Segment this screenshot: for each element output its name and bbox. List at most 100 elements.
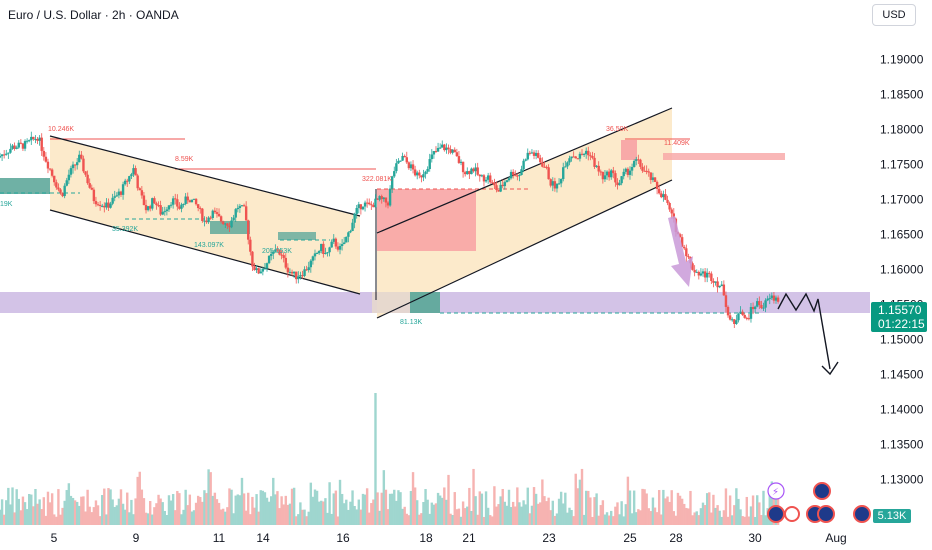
candle-body [194, 198, 198, 205]
volume-bar [196, 495, 200, 525]
volume-bar [595, 493, 598, 525]
candle-body [407, 162, 411, 169]
candle-body [265, 263, 269, 269]
date-tick-label: 14 [256, 531, 270, 545]
candle-body [486, 175, 490, 180]
price-tick-label: 1.19000 [880, 53, 924, 67]
volume-bar [526, 487, 529, 525]
volume-bar [201, 501, 204, 525]
volume-bar [28, 494, 31, 525]
candle-body [138, 188, 141, 191]
candle-body [697, 271, 701, 276]
volume-bar [491, 516, 494, 525]
candle-body [455, 152, 459, 157]
volume-bar [209, 472, 212, 525]
volume-bar [138, 471, 141, 525]
volume-bar [44, 515, 48, 525]
volume-bar [311, 496, 315, 525]
candle-body [219, 216, 223, 222]
candle-body [388, 188, 392, 206]
volume-bar [7, 487, 10, 525]
volume-bar [322, 501, 325, 525]
volume-bar [140, 489, 144, 525]
volume-bar [514, 506, 517, 525]
candle-body [434, 151, 438, 153]
volume-bar [484, 491, 488, 525]
candle-body [36, 138, 39, 141]
candle-body [67, 174, 71, 181]
volume-bar [607, 515, 611, 525]
volume-bar [522, 500, 525, 525]
candle-body [244, 206, 248, 221]
candle-body [136, 175, 139, 189]
candle-body [737, 313, 740, 321]
volume-bar [436, 492, 440, 525]
candle-body [103, 205, 106, 208]
volume-bar [113, 506, 116, 525]
candle-body [651, 177, 655, 180]
volume-bar [376, 492, 379, 525]
volume-bar [378, 510, 381, 525]
candle-body [470, 168, 473, 175]
volume-bar [393, 489, 396, 525]
volume-bar [770, 481, 774, 525]
volume-bar [101, 495, 104, 525]
volume-bar [486, 507, 490, 525]
volume-bar [432, 504, 436, 525]
volume-bar [332, 493, 335, 525]
volume-bar [528, 513, 532, 525]
candle-body [428, 159, 431, 170]
candle-body [653, 177, 657, 182]
volume-bar [261, 490, 265, 525]
candle-body [113, 196, 116, 198]
candle-body [614, 173, 617, 183]
candle-body [345, 236, 348, 243]
event-icons: ⚡ [767, 482, 871, 523]
volume-bar [697, 515, 701, 525]
candle-body [578, 153, 582, 159]
candle-body [731, 319, 734, 321]
candle-body [342, 242, 346, 245]
ascending-channel [377, 108, 672, 318]
currency-button[interactable]: USD [872, 4, 916, 26]
volume-bar [480, 493, 484, 525]
candle-body [424, 171, 427, 175]
candle-body [403, 155, 406, 158]
volume-bar [758, 502, 761, 525]
candle-body [507, 178, 511, 181]
volume-bar [23, 502, 27, 525]
candle-body [758, 301, 761, 306]
candle-body [520, 169, 523, 176]
date-tick-label: 11 [213, 531, 226, 545]
candle-body [38, 137, 41, 141]
volume-bar [178, 493, 181, 525]
volume-bar [63, 500, 66, 525]
volume-bar [203, 490, 206, 525]
volume-bar [662, 489, 665, 525]
candle-body [0, 154, 4, 157]
candle-body [553, 181, 557, 189]
volume-bar [624, 504, 628, 525]
volume-bar [269, 496, 273, 525]
candle-body [180, 204, 183, 209]
candle-body [295, 271, 298, 280]
candle-body [722, 284, 726, 296]
volume-bar [186, 505, 189, 525]
volume-bar [5, 500, 8, 525]
candle-body [13, 145, 16, 149]
volume-bar [703, 505, 707, 525]
volume-bar [301, 509, 304, 525]
candle-body [584, 150, 588, 154]
candle-body [224, 223, 227, 225]
volume-bar [334, 490, 338, 525]
volume-bar [710, 512, 713, 525]
volume-bar [180, 514, 183, 525]
volume-bar [455, 509, 459, 525]
candle-body [526, 152, 529, 160]
candle-body [447, 147, 450, 150]
candle-body [568, 158, 571, 163]
candle-body [589, 155, 592, 157]
chart-title: Euro / U.S. Dollar · 2h · OANDA [8, 8, 179, 22]
volume-bar [292, 487, 296, 525]
